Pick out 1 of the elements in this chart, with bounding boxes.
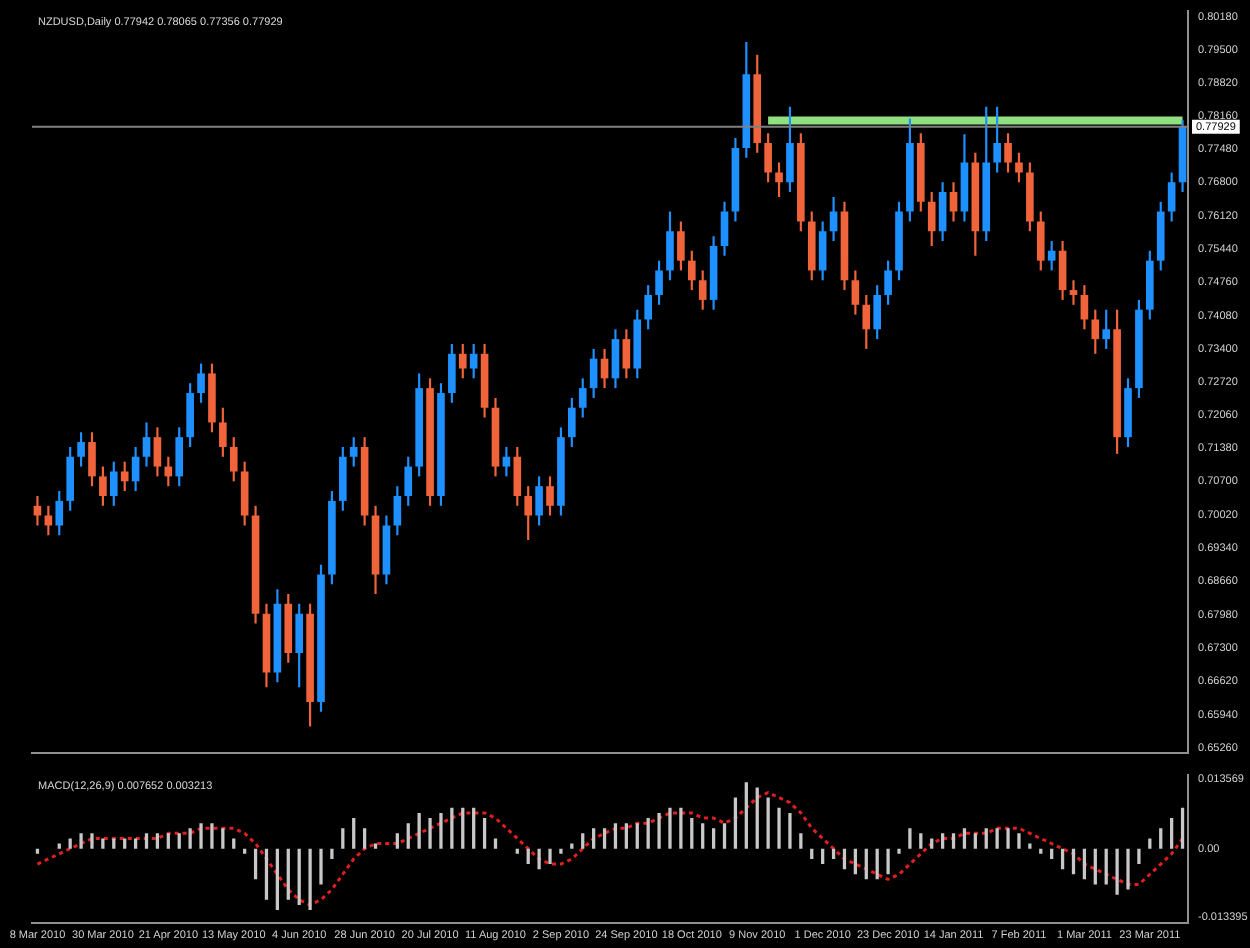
line-series [35,790,1185,907]
